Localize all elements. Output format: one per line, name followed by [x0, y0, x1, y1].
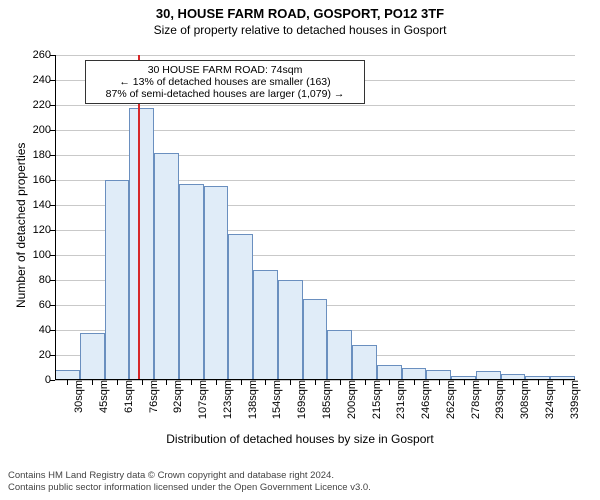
bar — [253, 270, 278, 380]
x-tick-label: 324sqm — [538, 380, 556, 419]
x-tick-mark — [117, 380, 118, 385]
x-tick-mark — [365, 380, 366, 385]
x-tick-mark — [265, 380, 266, 385]
y-tick-mark — [50, 55, 55, 56]
y-tick-mark — [50, 130, 55, 131]
x-tick-mark — [513, 380, 514, 385]
x-tick-label: 92sqm — [166, 380, 184, 413]
bar — [179, 184, 204, 380]
bar — [228, 234, 253, 380]
x-tick-mark — [290, 380, 291, 385]
x-tick-label: 107sqm — [191, 380, 209, 419]
bar — [303, 299, 328, 380]
bar — [426, 370, 451, 380]
bar — [105, 180, 130, 380]
y-tick-mark — [50, 305, 55, 306]
x-tick-mark — [563, 380, 564, 385]
x-tick-mark — [389, 380, 390, 385]
x-tick-label: 339sqm — [563, 380, 581, 419]
x-tick-label: 45sqm — [92, 380, 110, 413]
x-tick-label: 154sqm — [265, 380, 283, 419]
x-tick-label: 30sqm — [67, 380, 85, 413]
x-tick-label: 200sqm — [340, 380, 358, 419]
x-tick-label: 262sqm — [439, 380, 457, 419]
x-tick-mark — [315, 380, 316, 385]
x-tick-label: 308sqm — [513, 380, 531, 419]
bar — [377, 365, 402, 380]
y-tick-mark — [50, 330, 55, 331]
bar — [80, 333, 105, 381]
bar — [402, 368, 427, 381]
callout-line: ← 13% of detached houses are smaller (16… — [92, 76, 358, 88]
x-tick-mark — [67, 380, 68, 385]
bar — [476, 371, 501, 380]
x-tick-mark — [166, 380, 167, 385]
footer-attribution: Contains HM Land Registry data © Crown c… — [0, 466, 379, 500]
y-tick-mark — [50, 255, 55, 256]
footer-line: Contains HM Land Registry data © Crown c… — [8, 470, 371, 482]
x-tick-label: 169sqm — [290, 380, 308, 419]
x-tick-label: 123sqm — [216, 380, 234, 419]
y-axis-label: Number of detached properties — [14, 142, 28, 307]
chart-title: 30, HOUSE FARM ROAD, GOSPORT, PO12 3TF — [0, 0, 600, 21]
y-tick-mark — [50, 230, 55, 231]
x-tick-label: 231sqm — [389, 380, 407, 419]
bar — [154, 153, 179, 381]
x-tick-label: 246sqm — [414, 380, 432, 419]
bar — [204, 186, 229, 380]
x-tick-mark — [488, 380, 489, 385]
bar — [352, 345, 377, 380]
bar — [278, 280, 303, 380]
x-tick-label: 138sqm — [241, 380, 259, 419]
y-tick-mark — [50, 355, 55, 356]
x-tick-mark — [340, 380, 341, 385]
x-tick-mark — [464, 380, 465, 385]
bar — [129, 108, 154, 381]
chart-subtitle: Size of property relative to detached ho… — [0, 21, 600, 37]
x-tick-label: 185sqm — [315, 380, 333, 419]
x-tick-mark — [92, 380, 93, 385]
x-tick-label: 278sqm — [464, 380, 482, 419]
y-tick-mark — [50, 80, 55, 81]
x-tick-mark — [414, 380, 415, 385]
x-tick-label: 61sqm — [117, 380, 135, 413]
x-tick-mark — [142, 380, 143, 385]
y-tick-mark — [50, 155, 55, 156]
y-tick-mark — [50, 380, 55, 381]
footer-line: Contains public sector information licen… — [8, 482, 371, 494]
x-tick-label: 293sqm — [488, 380, 506, 419]
gridline — [55, 105, 575, 106]
callout-line: 30 HOUSE FARM ROAD: 74sqm — [92, 64, 358, 76]
x-tick-mark — [538, 380, 539, 385]
y-tick-mark — [50, 180, 55, 181]
x-tick-label: 215sqm — [365, 380, 383, 419]
x-tick-mark — [439, 380, 440, 385]
x-tick-mark — [216, 380, 217, 385]
y-tick-mark — [50, 105, 55, 106]
x-tick-mark — [191, 380, 192, 385]
callout-line: 87% of semi-detached houses are larger (… — [92, 88, 358, 100]
chart-container: 30, HOUSE FARM ROAD, GOSPORT, PO12 3TF S… — [0, 0, 600, 500]
y-tick-mark — [50, 280, 55, 281]
x-tick-mark — [241, 380, 242, 385]
bar — [55, 370, 80, 380]
callout-box: 30 HOUSE FARM ROAD: 74sqm ← 13% of detac… — [85, 60, 365, 104]
y-tick-mark — [50, 205, 55, 206]
gridline — [55, 55, 575, 56]
bar — [327, 330, 352, 380]
x-tick-label: 76sqm — [142, 380, 160, 413]
x-axis-label: Distribution of detached houses by size … — [0, 432, 600, 446]
